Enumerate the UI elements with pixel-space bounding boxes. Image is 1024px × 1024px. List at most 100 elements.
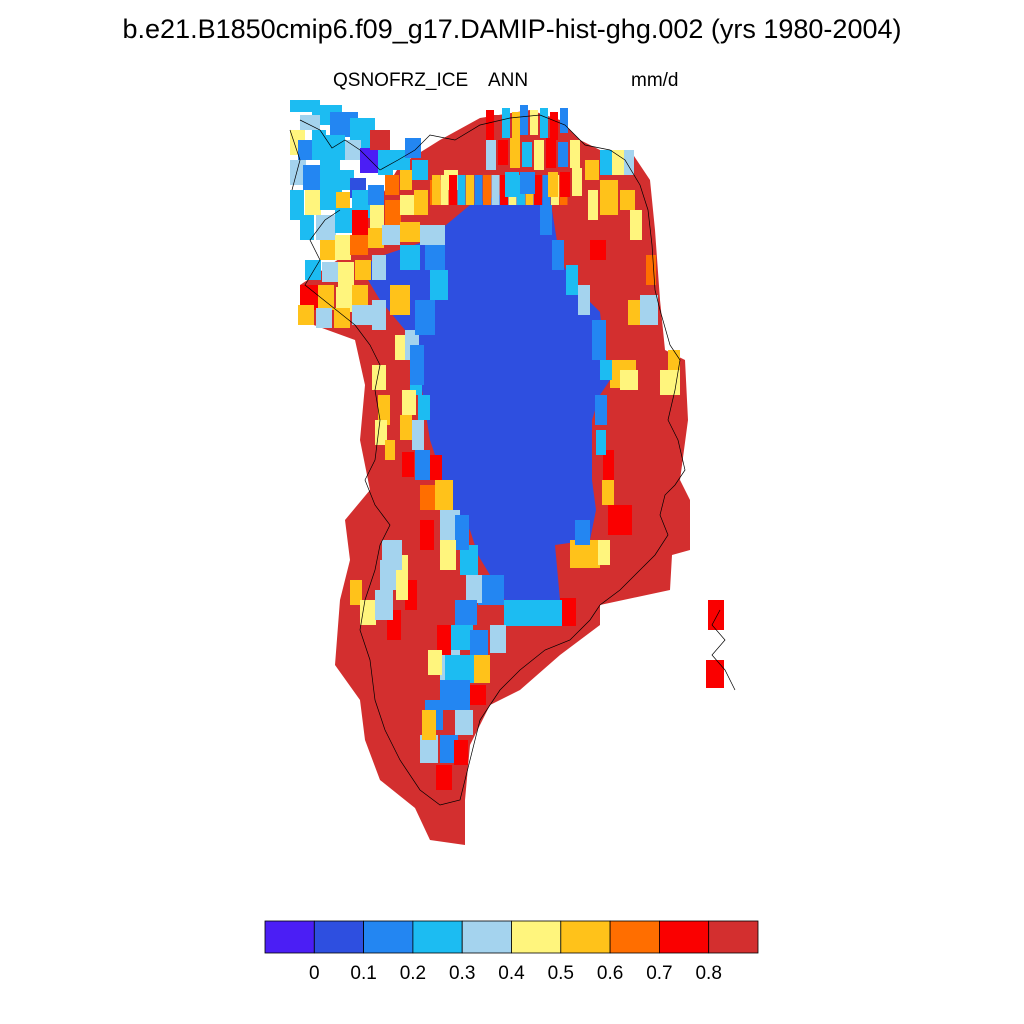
map-cell	[405, 138, 421, 158]
map-cells	[290, 100, 724, 845]
map-cell	[624, 150, 634, 175]
map-cell	[355, 260, 371, 280]
map-cell	[708, 600, 724, 630]
map-cell	[483, 175, 491, 205]
season-label: ANN	[488, 70, 529, 91]
colorbar-box	[363, 920, 414, 954]
map-cell	[372, 365, 386, 390]
map-cell	[400, 415, 412, 440]
map-cell	[400, 222, 420, 242]
map-cell	[436, 765, 452, 790]
coastline-path	[299, 114, 686, 806]
map-cell	[504, 600, 542, 626]
map-cell	[560, 172, 570, 197]
map-cell	[437, 625, 451, 655]
map-cell	[352, 285, 368, 310]
colorbar-tick-label: 0.4	[498, 963, 525, 984]
map-cell	[608, 505, 632, 535]
map-cell	[491, 175, 500, 205]
map-cell	[646, 255, 656, 285]
map-cell	[402, 452, 414, 477]
map-cell	[510, 138, 520, 168]
map-cell	[345, 140, 361, 160]
colorbar-tick-label: 0.2	[400, 963, 426, 984]
map-cell	[335, 208, 353, 233]
map-cell	[428, 650, 442, 675]
map-cell	[440, 175, 449, 205]
map-cell	[520, 105, 528, 135]
map-cell	[420, 485, 436, 510]
map-cell	[336, 287, 352, 312]
map-cell	[372, 255, 386, 280]
map-cell	[300, 115, 320, 130]
map-cell	[457, 175, 466, 205]
map-cell	[542, 600, 562, 626]
map-cell	[316, 215, 336, 240]
map-cell	[540, 205, 552, 235]
map-cell	[338, 262, 354, 287]
map-cell	[486, 140, 496, 170]
map-cell	[440, 540, 456, 570]
map-cell	[540, 108, 548, 138]
map-cell	[596, 430, 606, 455]
map-cell	[322, 262, 338, 282]
map-cell	[303, 165, 321, 190]
map-cell	[595, 395, 607, 425]
map-cell	[570, 140, 580, 168]
colorbar-box	[560, 920, 611, 954]
map-cell	[415, 450, 430, 480]
colorbar-tick-label: 0.3	[449, 963, 475, 984]
map-cell	[578, 285, 590, 315]
map-cell	[368, 228, 384, 248]
map-cell	[494, 115, 502, 140]
map-cell	[466, 575, 482, 603]
map-cell	[305, 190, 321, 215]
map-cell	[530, 110, 538, 135]
units-label: mm/d	[631, 70, 679, 91]
map-cell	[420, 520, 434, 550]
map-cell	[542, 175, 551, 205]
map-cell	[588, 190, 598, 220]
map-cell	[414, 190, 428, 215]
map-cell	[400, 245, 420, 270]
colorbar-tick-label: 0.8	[695, 963, 721, 984]
coastline-path	[711, 609, 736, 691]
map-cell	[352, 305, 372, 325]
map-cell	[430, 270, 448, 300]
map-cell	[630, 210, 642, 240]
map-cell	[318, 285, 334, 310]
map-cell	[378, 395, 390, 425]
map-cell	[534, 140, 544, 170]
colorbar-box	[511, 920, 562, 954]
map-cell	[466, 175, 474, 205]
map-cell	[402, 390, 416, 415]
map-cell	[334, 308, 350, 328]
map-cell	[385, 440, 395, 460]
colorbar-tick-label: 0.6	[597, 963, 623, 984]
colorbar-tick-label: 0	[309, 963, 320, 984]
map-cell	[546, 138, 556, 168]
map-cell	[600, 360, 612, 380]
map-cell	[500, 175, 508, 205]
map-cell	[320, 240, 336, 260]
map-cell	[385, 175, 399, 195]
map-cell	[412, 420, 424, 450]
map-cell	[312, 130, 326, 160]
colorbar-tick-label: 0.1	[350, 963, 376, 984]
map-cell	[560, 108, 568, 133]
map-cell	[335, 235, 351, 260]
map-cell	[298, 305, 314, 325]
map-cell	[455, 515, 469, 550]
map-cell	[420, 225, 445, 245]
map-cell	[385, 200, 401, 225]
map-cell	[370, 205, 384, 230]
map-cell	[290, 190, 304, 220]
colorbar-box	[609, 920, 660, 954]
map-cell	[620, 370, 638, 390]
map-cell	[420, 735, 438, 763]
colorbar-box	[708, 920, 759, 954]
map-cell	[470, 630, 488, 656]
map-cell	[706, 660, 724, 688]
map-cell	[412, 160, 428, 180]
map-cell	[478, 575, 504, 605]
